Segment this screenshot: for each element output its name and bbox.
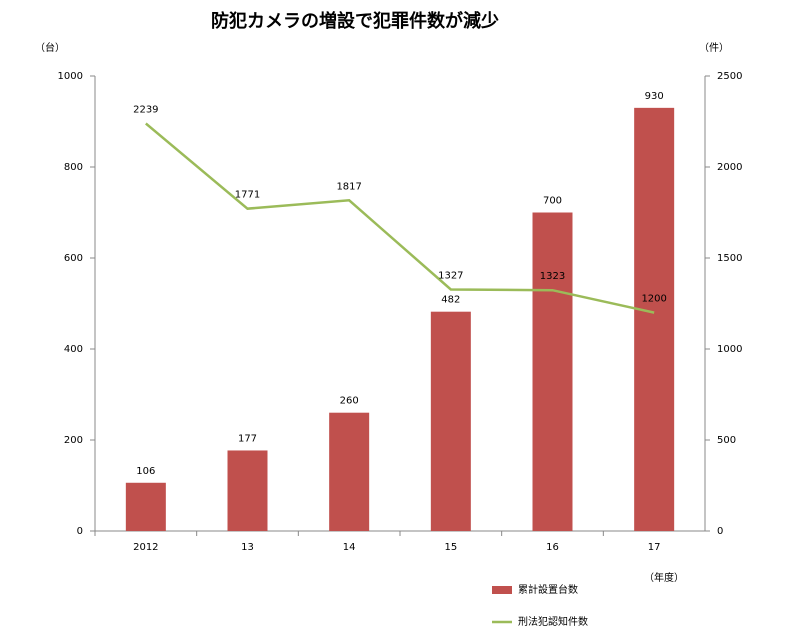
- bar-value-label: 482: [441, 295, 460, 306]
- x-tick-label: 2012: [133, 542, 158, 553]
- bar-value-label: 177: [238, 433, 257, 444]
- x-tick-label: 17: [648, 542, 661, 553]
- x-axis-label: （年度）: [644, 571, 684, 584]
- y2-tick-label: 2500: [717, 71, 742, 82]
- line: [145, 122, 655, 314]
- legend-swatch: [492, 586, 512, 594]
- x-tick-label: 16: [546, 542, 559, 553]
- bar-value-label: 260: [340, 396, 359, 407]
- y-tick-label: 400: [64, 344, 83, 355]
- bar-value-label: 700: [543, 196, 562, 207]
- bar-value-label: 106: [136, 466, 155, 477]
- x-tick-label: 15: [444, 542, 457, 553]
- line-value-label: 1323: [540, 271, 565, 282]
- y-tick-label: 600: [64, 253, 83, 264]
- y-axis-label: （台）: [35, 41, 65, 54]
- line-value-label: 1200: [641, 294, 666, 305]
- line-value-label: 1327: [438, 270, 463, 281]
- y-tick-label: 200: [64, 435, 83, 446]
- y2-tick-label: 1500: [717, 253, 742, 264]
- line-value-label: 1771: [235, 190, 260, 201]
- bar: [125, 482, 166, 531]
- y2-tick-label: 500: [717, 435, 736, 446]
- y2-axis-label: （件）: [699, 42, 729, 54]
- bar: [329, 412, 370, 531]
- line-value-label: 2239: [133, 105, 158, 116]
- legend-label: 累計設置台数: [518, 583, 578, 596]
- x-tick-label: 14: [343, 542, 356, 553]
- y2-tick-label: 2000: [717, 162, 742, 173]
- line-value-label: 1817: [336, 181, 361, 192]
- y2-tick-label: 0: [717, 526, 723, 537]
- y-tick-label: 1000: [58, 71, 83, 82]
- x-tick-label: 13: [241, 542, 254, 553]
- y-tick-label: 0: [77, 526, 83, 537]
- bar-value-label: 930: [645, 91, 664, 102]
- bar: [430, 311, 471, 531]
- bar: [634, 107, 675, 531]
- bar: [532, 212, 573, 531]
- y2-tick-label: 1000: [717, 344, 742, 355]
- y-tick-label: 800: [64, 162, 83, 173]
- legend-label: 刑法犯認知件数: [518, 615, 588, 628]
- chart-title: 防犯カメラの増設で犯罪件数が減少: [211, 10, 499, 32]
- bar: [227, 450, 268, 531]
